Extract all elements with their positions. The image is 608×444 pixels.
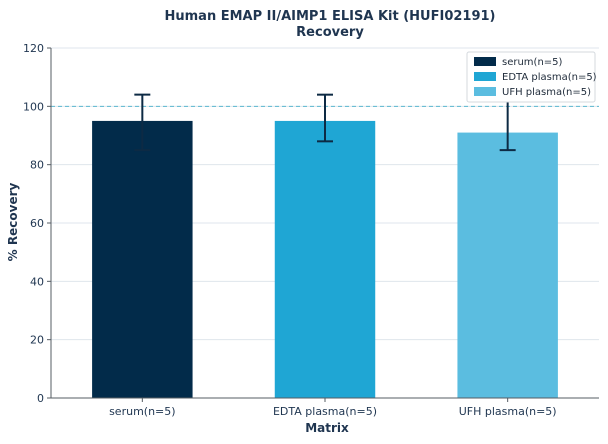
y-tick-label: 100 <box>23 100 44 113</box>
legend: serum(n=5) EDTA plasma(n=5) UFH plasma(n=5… <box>466 51 597 103</box>
bars <box>92 120 558 399</box>
y-tick-label: 20 <box>30 334 44 347</box>
x-tick-label: EDTA plasma(n=5) <box>273 405 377 418</box>
x-axis-label: Matrix <box>305 421 349 435</box>
error-bars <box>134 93 516 152</box>
legend-label-3: UFH plasma(n=5) <box>502 87 591 98</box>
y-tick-label: 120 <box>23 42 44 55</box>
bar-1 <box>92 120 193 399</box>
bar-2 <box>274 120 376 399</box>
legend-label-1: serum(n=5) <box>502 57 563 68</box>
x-tick-label: UFH plasma(n=5) <box>459 405 557 418</box>
y-tick-label: 60 <box>30 217 44 230</box>
y-axis-label: % Recovery <box>6 183 20 262</box>
legend-box <box>466 51 596 103</box>
error-bar-2 <box>317 93 333 143</box>
bar-3 <box>457 132 558 399</box>
legend-swatch-2 <box>474 72 496 81</box>
legend-swatch-1 <box>474 57 496 66</box>
y-tick-label: 40 <box>30 275 44 288</box>
x-tick-label: serum(n=5) <box>109 405 175 418</box>
y-tick-labels: 0 20 40 60 80 100 120 <box>23 42 51 405</box>
legend-label-2: EDTA plasma(n=5) <box>502 72 597 83</box>
chart-subtitle: Recovery <box>296 25 364 40</box>
chart-title: Human EMAP II/AIMP1 ELISA Kit (HUFI02191… <box>164 9 495 24</box>
x-tick-labels: serum(n=5) EDTA plasma(n=5) UFH plasma(n=5… <box>109 398 557 418</box>
error-bar-1 <box>134 93 151 152</box>
y-tick-label: 0 <box>37 392 44 405</box>
y-tick-label: 80 <box>30 159 44 172</box>
legend-swatch-3 <box>474 87 496 96</box>
